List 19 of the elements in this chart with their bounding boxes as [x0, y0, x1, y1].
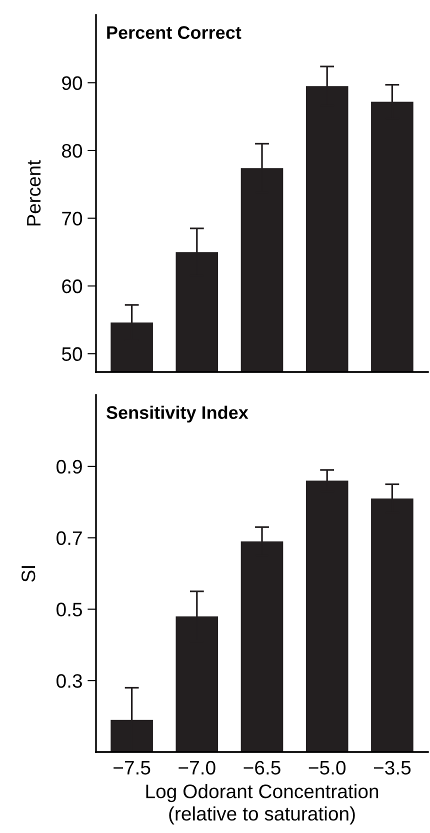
x-tick-label: −7.0: [178, 760, 216, 775]
y-tick-label: 50: [62, 347, 82, 361]
x-tick-label: −7.5: [114, 761, 150, 775]
x-tick-label: −5.0: [308, 760, 346, 775]
x-tick-label: −6.5: [244, 760, 280, 775]
x-tick-label: −3.5: [374, 760, 411, 775]
y-tick-label: 0.7: [56, 531, 82, 546]
text: Sensitivity Index: [106, 406, 248, 423]
y-tick-label: 80: [62, 144, 82, 158]
y-axis-title: Percent: [27, 160, 41, 226]
chart-title: Percent Correct: [107, 26, 242, 39]
x-axis-title: Log Odorant Concentration (relative to saturation): [146, 784, 378, 824]
y-tick-label: 70: [62, 212, 82, 226]
y-tick-label: 0.5: [56, 602, 82, 616]
y-axis-title: SI: [22, 566, 36, 582]
y-tick-label: 90: [62, 76, 82, 90]
y-tick-label: 60: [62, 279, 82, 294]
y-tick-label: 0.3: [56, 674, 82, 688]
y-tick-label: 0.9: [56, 460, 82, 474]
